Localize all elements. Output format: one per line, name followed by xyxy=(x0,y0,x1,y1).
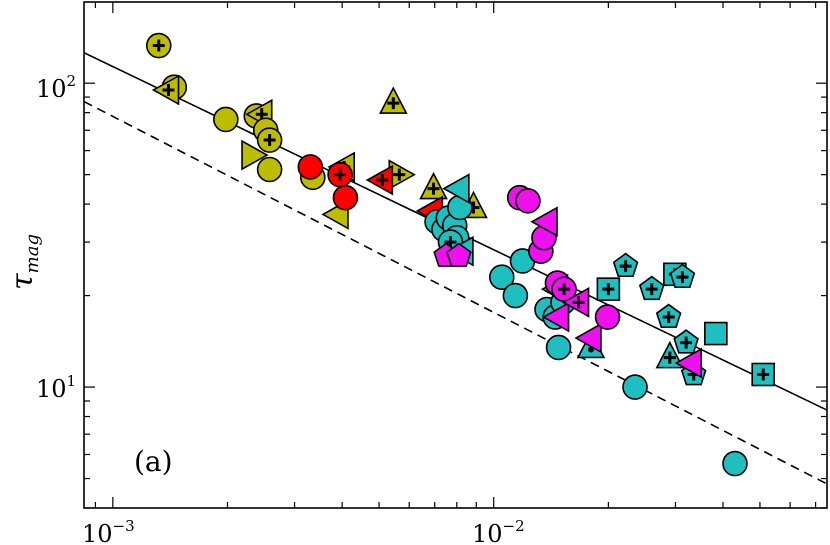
axis-ticks xyxy=(84,2,827,509)
red-circle-marker xyxy=(332,184,359,211)
y-tick-labels: 101 102 xyxy=(36,72,76,403)
red-circle-marker xyxy=(297,154,324,180)
x-tick-labels: 10−3 10−2 xyxy=(82,517,525,545)
data-markers xyxy=(145,32,776,477)
plus-symbol xyxy=(376,174,389,187)
magenta-circle-marker xyxy=(594,304,621,330)
cyan-square-marker xyxy=(704,321,728,346)
lower-bound-line xyxy=(84,100,827,485)
plus-symbol xyxy=(393,168,406,181)
plus-symbol xyxy=(387,97,400,110)
magenta-circle-marker xyxy=(515,188,541,214)
cyan-circle-marker xyxy=(622,374,648,400)
magenta-tri-left-marker xyxy=(574,322,602,354)
plus-symbol xyxy=(427,182,440,195)
cyan-circle-marker xyxy=(722,450,748,477)
plus-symbol xyxy=(334,168,347,181)
plus-symbol xyxy=(663,351,676,364)
plus-symbol xyxy=(680,336,693,349)
plot-frame xyxy=(83,1,828,509)
cyan-tri-left-marker xyxy=(442,173,470,204)
y-tick-label-1e2: 102 xyxy=(36,72,76,103)
magenta-pentagon-marker xyxy=(446,242,472,267)
x-tick-label-1e-2: 10−2 xyxy=(472,517,525,545)
cyan-circle-marker xyxy=(502,282,529,309)
plus-symbol xyxy=(676,271,689,284)
olive-tri-right-marker xyxy=(241,139,269,171)
reference-lines xyxy=(84,51,827,485)
plus-symbol xyxy=(757,368,770,381)
magenta-tri-left-marker xyxy=(674,347,703,379)
plus-symbol xyxy=(602,283,615,296)
plus-symbol xyxy=(645,283,658,296)
y-axis-label: τmag xyxy=(5,234,43,290)
olive-circle-marker xyxy=(213,106,239,133)
olive-circle-marker xyxy=(256,156,283,183)
plus-symbol xyxy=(152,39,165,52)
plus-symbol xyxy=(662,311,675,324)
plus-symbol xyxy=(162,83,175,96)
cyan-circle-marker xyxy=(545,334,572,361)
magenta-tri-left-marker xyxy=(541,301,570,333)
x-tick-label-1e-3: 10−3 xyxy=(82,517,135,545)
panel-label: (a) xyxy=(134,445,173,478)
y-tick-label-1e1: 101 xyxy=(36,372,76,403)
cyan-circle-marker xyxy=(488,264,515,290)
plus-symbol xyxy=(263,134,276,147)
plus-symbol xyxy=(572,296,585,309)
plus-symbol xyxy=(558,283,571,296)
plus-symbol xyxy=(619,260,632,273)
magenta-tri-left-marker xyxy=(530,206,558,238)
